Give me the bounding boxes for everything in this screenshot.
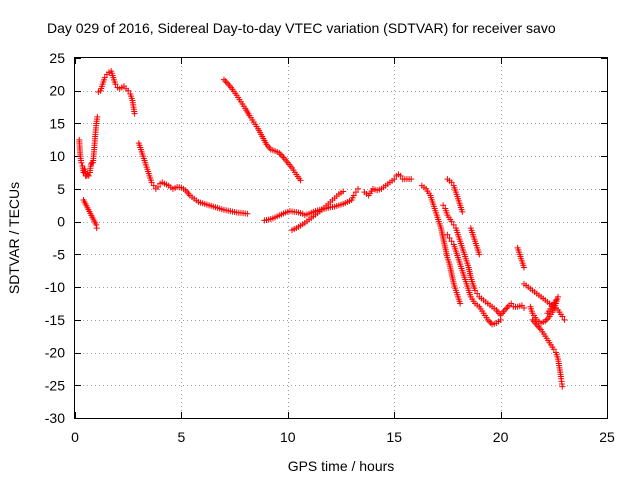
data-point bbox=[85, 172, 92, 179]
data-point bbox=[397, 172, 404, 179]
data-point bbox=[93, 225, 100, 232]
y-tick-label: -10 bbox=[45, 279, 65, 295]
data-point bbox=[112, 81, 119, 88]
data-point bbox=[504, 303, 511, 310]
data-point bbox=[350, 192, 357, 199]
data-point bbox=[544, 310, 551, 317]
chart-title: Day 029 of 2016, Sidereal Day-to-day VTE… bbox=[47, 20, 556, 36]
y-tick-label: 15 bbox=[49, 115, 65, 131]
data-point bbox=[352, 189, 359, 196]
data-point bbox=[561, 316, 568, 323]
data-point bbox=[472, 287, 479, 294]
data-point bbox=[555, 293, 562, 300]
plot-frame bbox=[74, 57, 608, 419]
data-point bbox=[536, 325, 543, 332]
data-point bbox=[448, 238, 455, 245]
data-point bbox=[476, 251, 483, 258]
data-point bbox=[559, 313, 566, 320]
y-tick-label: -20 bbox=[45, 345, 65, 361]
data-point bbox=[78, 159, 85, 166]
data-point bbox=[450, 221, 457, 228]
data-point bbox=[408, 176, 415, 183]
data-point bbox=[521, 264, 528, 271]
y-tick-label: 5 bbox=[57, 181, 65, 197]
x-tick-label: 15 bbox=[386, 429, 402, 445]
data-point bbox=[550, 346, 557, 353]
data-point bbox=[150, 182, 157, 189]
data-point bbox=[222, 78, 229, 85]
data-point bbox=[535, 323, 542, 330]
data-point bbox=[444, 231, 451, 238]
data-points bbox=[76, 68, 568, 390]
axis-ticks: 0 5 10 15 20 25 -30 -25 -20 -15 -10 -5 0 5 10 15 20 25 bbox=[45, 50, 615, 445]
data-point bbox=[101, 74, 108, 81]
x-tick-label: 10 bbox=[280, 429, 296, 445]
data-point bbox=[448, 218, 455, 225]
data-point bbox=[223, 79, 230, 86]
grid bbox=[75, 58, 607, 418]
data-point bbox=[220, 76, 227, 83]
data-point bbox=[148, 179, 155, 186]
x-axis-label: GPS time / hours bbox=[288, 458, 395, 474]
y-axis-label: SDTVAR / TECUs bbox=[6, 182, 22, 294]
data-point bbox=[559, 383, 566, 390]
data-point bbox=[154, 183, 161, 190]
y-tick-label: 10 bbox=[49, 148, 65, 164]
data-point bbox=[94, 113, 101, 120]
y-tick-label: 0 bbox=[57, 214, 65, 230]
data-point bbox=[521, 305, 528, 312]
data-point bbox=[297, 177, 304, 184]
data-point bbox=[279, 152, 286, 159]
data-point bbox=[457, 300, 464, 307]
data-point bbox=[503, 305, 510, 312]
data-point bbox=[340, 188, 347, 195]
data-point bbox=[355, 185, 362, 192]
data-point bbox=[474, 290, 481, 297]
x-tick-label: 25 bbox=[599, 429, 615, 445]
y-tick-label: 25 bbox=[49, 50, 65, 66]
y-tick-label: 20 bbox=[49, 83, 65, 99]
data-point bbox=[446, 235, 453, 241]
data-point bbox=[545, 315, 552, 322]
data-point bbox=[508, 300, 515, 307]
y-tick-label: -5 bbox=[53, 246, 66, 262]
y-tick-label: -30 bbox=[45, 410, 65, 426]
data-point bbox=[391, 176, 398, 183]
data-point bbox=[440, 202, 447, 209]
x-tick-label: 5 bbox=[178, 429, 186, 445]
data-point bbox=[125, 87, 132, 94]
data-point bbox=[459, 208, 466, 215]
data-point bbox=[487, 319, 494, 326]
x-tick-label: 0 bbox=[71, 429, 79, 445]
data-point bbox=[448, 179, 455, 186]
data-point bbox=[131, 110, 138, 117]
data-point bbox=[244, 210, 251, 217]
y-tick-label: -15 bbox=[45, 312, 65, 328]
y-tick-label: -25 bbox=[45, 377, 65, 393]
x-tick-label: 20 bbox=[493, 429, 509, 445]
